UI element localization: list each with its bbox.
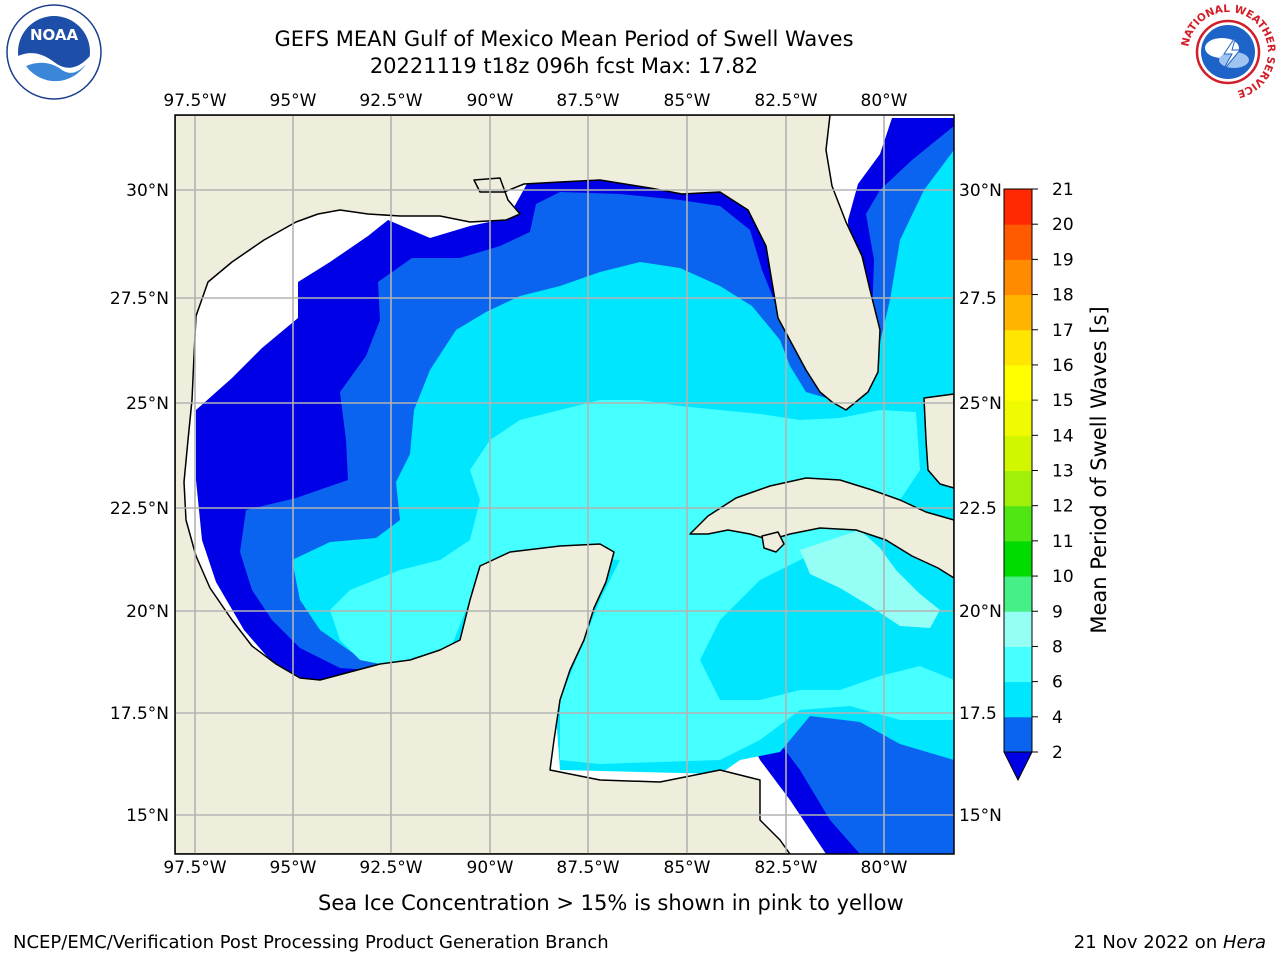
colorbar-tick-label: 17 <box>1052 321 1074 341</box>
lon-tick-label-bottom: 85°W <box>664 858 711 878</box>
land-north-america <box>175 115 881 854</box>
lon-tick-label-top: 80°W <box>861 91 908 111</box>
land-florida-keys-east <box>923 393 954 489</box>
colorbar-tick-label: 19 <box>1052 250 1074 270</box>
map-title: GEFS MEAN Gulf of Mexico Mean Period of … <box>274 27 854 51</box>
lon-tick-label-top: 97.5°W <box>163 91 226 111</box>
colorbar-swatch <box>1004 576 1032 612</box>
colorbar-tick-label: 9 <box>1052 602 1063 622</box>
lon-tick-label-top: 92.5°W <box>359 91 422 111</box>
colorbar-swatch <box>1004 716 1032 753</box>
colorbar-swatch <box>1004 470 1032 507</box>
sea-ice-field <box>175 772 420 854</box>
lon-tick-label-bottom: 92.5°W <box>359 858 422 878</box>
colorbar-swatch <box>1004 259 1032 296</box>
colorbar-swatch <box>1004 329 1032 366</box>
lon-tick-label-top: 90°W <box>467 91 514 111</box>
colorbar-tick-label: 6 <box>1052 673 1063 693</box>
lat-tick-label-right: 17.5 <box>959 704 997 724</box>
machine-name: Hera <box>1222 932 1266 953</box>
map-frame <box>174 114 955 855</box>
date-line: 21 Nov 2022 on Hera <box>1074 932 1266 953</box>
colorbar-tick-label: 4 <box>1052 708 1063 728</box>
colorbar-swatch <box>1004 435 1032 471</box>
lat-tick-label-right: 27.5 <box>959 289 997 309</box>
swell-field <box>175 118 954 854</box>
lat-tick-label-right: 25°N <box>959 394 1002 414</box>
sea-ice-note: Sea Ice Concentration > 15% is shown in … <box>318 891 904 915</box>
colorbar-tick-label: 20 <box>1052 215 1074 235</box>
lat-tick-label-right: 15°N <box>959 806 1002 826</box>
swell-contour-under-2s <box>196 118 954 854</box>
map-graticule <box>175 115 954 854</box>
lon-tick-label-bottom: 95°W <box>270 858 317 878</box>
noaa-logo-text: NOAA <box>30 26 79 44</box>
colorbar-extend-triangle <box>1003 751 1033 782</box>
swell-contour-8-9s <box>800 530 940 628</box>
colorbar-swatch <box>1004 364 1032 401</box>
colorbar-swatch <box>1004 540 1032 577</box>
colorbar-tick-label: 15 <box>1052 391 1074 411</box>
swell-contour-6-8s <box>330 400 954 764</box>
sea-ice-field-peak <box>346 812 380 852</box>
colorbar-swatch <box>1004 400 1032 436</box>
lon-tick-label-bottom: 80°W <box>861 858 908 878</box>
colorbar-tick-label: 2 <box>1052 743 1063 763</box>
lon-tick-label-bottom: 90°W <box>467 858 514 878</box>
swell-contour-2-4s <box>240 126 954 854</box>
lon-tick-label-top: 95°W <box>270 91 317 111</box>
colorbar-tick-label: 10 <box>1052 567 1074 587</box>
lon-tick-label-top: 85°W <box>664 91 711 111</box>
lat-tick-label-left: 30°N <box>126 181 169 201</box>
map-tick-labels: 97.5°W 97.5°W 95°W 95°W 92.5°W 92.5°W 90°W 90°W… <box>110 91 1002 878</box>
colorbar-label: Mean Period of Swell Waves [s] <box>1087 306 1111 633</box>
lat-tick-label-left: 15°N <box>126 806 169 826</box>
lat-tick-label-left: 17.5°N <box>110 704 169 724</box>
colorbar-tick-label: 12 <box>1052 497 1074 517</box>
colorbar-swatch <box>1004 505 1032 542</box>
colorbar-tick-label: 21 <box>1052 180 1074 200</box>
lat-tick-label-right: 20°N <box>959 602 1002 622</box>
colorbar-swatch <box>1004 646 1032 683</box>
colorbar: 2 4 6 8 9 10 11 12 13 14 15 16 17 18 19 20 21 Mean Period… <box>1003 180 1111 782</box>
colorbar-swatch <box>1004 224 1032 260</box>
colorbar-tick-label: 8 <box>1052 637 1063 657</box>
colorbar-tick-label: 14 <box>1052 426 1074 446</box>
noaa-logo-icon: NOAA <box>6 4 102 100</box>
colorbar-frame <box>1003 188 1033 753</box>
land-masses <box>175 115 954 854</box>
colorbar-tick-label: 11 <box>1052 532 1074 552</box>
lon-tick-label-bottom: 97.5°W <box>163 858 226 878</box>
colorbar-tick-label: 16 <box>1052 356 1074 376</box>
lat-tick-label-left: 27.5°N <box>110 289 169 309</box>
sea-ice-field-dense <box>190 800 394 854</box>
colorbar-swatch <box>1004 611 1032 647</box>
lon-tick-label-bottom: 82.5°W <box>754 858 817 878</box>
swell-contour-4-6s <box>292 150 954 774</box>
nws-logo-icon: NATIONAL WEATHER SERVICE <box>1179 3 1277 100</box>
land-cuba <box>689 477 954 579</box>
land-isle-of-youth <box>761 531 785 553</box>
lat-tick-label-left: 20°N <box>126 602 169 622</box>
map-subtitle: 20221119 t18z 096h fcst Max: 17.82 <box>369 54 759 78</box>
map-area <box>175 115 954 854</box>
colorbar-swatch <box>1004 189 1032 225</box>
lon-tick-label-top: 87.5°W <box>556 91 619 111</box>
lon-tick-label-bottom: 87.5°W <box>556 858 619 878</box>
colorbar-tick-label: 13 <box>1052 462 1074 482</box>
credit-line: NCEP/EMC/Verification Post Processing Pr… <box>13 932 609 953</box>
run-date: 21 Nov 2022 on <box>1073 932 1223 953</box>
lat-tick-label-right: 30°N <box>959 181 1002 201</box>
lat-tick-label-left: 22.5°N <box>110 499 169 519</box>
lon-tick-label-top: 82.5°W <box>754 91 817 111</box>
lat-tick-label-left: 25°N <box>126 394 169 414</box>
colorbar-tick-label: 18 <box>1052 286 1074 306</box>
lat-tick-label-right: 22.5 <box>959 499 997 519</box>
colorbar-swatch <box>1004 294 1032 331</box>
colorbar-swatch <box>1004 681 1032 718</box>
